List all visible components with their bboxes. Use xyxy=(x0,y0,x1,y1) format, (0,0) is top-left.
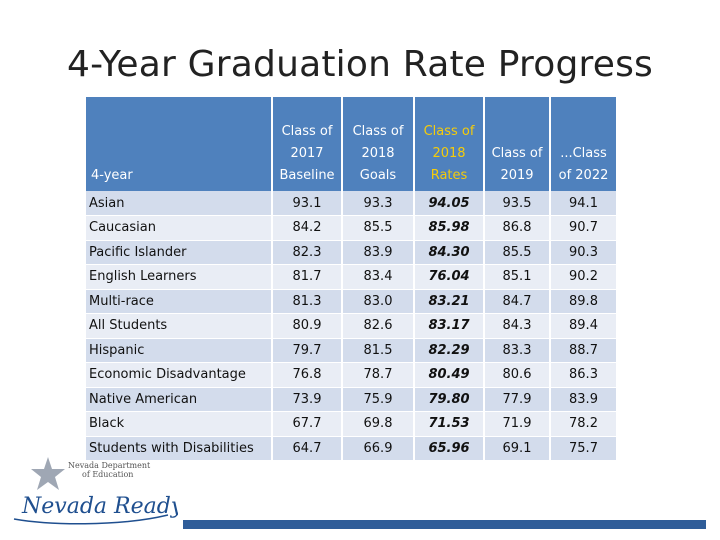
cell-goal-2018: 83.9 xyxy=(342,240,415,265)
cell-class-2019: 93.5 xyxy=(484,191,551,216)
cell-group: Caucasian xyxy=(86,215,273,241)
cell-rate-2018: 65.96 xyxy=(414,436,485,461)
table-row: Multi-race 81.3 83.0 83.21 84.7 89.8 xyxy=(86,289,616,314)
cell-class-2022: 89.4 xyxy=(550,313,616,339)
cell-group: English Learners xyxy=(86,264,273,290)
header-2017-baseline: Class of 2017 Baseline xyxy=(272,97,343,191)
cell-class-2019: 84.3 xyxy=(484,313,551,339)
header-2022: ...Class of 2022 xyxy=(550,97,616,191)
cell-rate-2018: 82.29 xyxy=(414,338,485,363)
star-icon xyxy=(31,457,65,490)
cell-group: Native American xyxy=(86,387,273,412)
cell-goal-2018: 85.5 xyxy=(342,215,415,241)
cell-group: All Students xyxy=(86,313,273,339)
cell-class-2022: 88.7 xyxy=(550,338,616,363)
cell-baseline-2017: 76.8 xyxy=(272,362,343,388)
cell-goal-2018: 93.3 xyxy=(342,191,415,216)
header-2018-rates: Class of 2018 Rates xyxy=(414,97,485,191)
table-row: Hispanic 79.7 81.5 82.29 83.3 88.7 xyxy=(86,338,616,363)
cell-class-2022: 89.8 xyxy=(550,289,616,314)
cell-class-2019: 80.6 xyxy=(484,362,551,388)
cell-class-2022: 90.3 xyxy=(550,240,616,265)
cell-class-2019: 85.5 xyxy=(484,240,551,265)
cell-group: Hispanic xyxy=(86,338,273,363)
cell-rate-2018: 85.98 xyxy=(414,215,485,241)
cell-goal-2018: 83.4 xyxy=(342,264,415,290)
table-row: English Learners 81.7 83.4 76.04 85.1 90.2 xyxy=(86,264,616,290)
cell-baseline-2017: 64.7 xyxy=(272,436,343,461)
table-row: Students with Disabilities 64.7 66.9 65.96 6… xyxy=(86,436,616,461)
cell-baseline-2017: 81.3 xyxy=(272,289,343,314)
footer-bar xyxy=(183,520,706,529)
header-group: 4-year xyxy=(86,97,273,191)
cell-class-2022: 78.2 xyxy=(550,411,616,437)
cell-class-2022: 83.9 xyxy=(550,387,616,412)
cell-baseline-2017: 93.1 xyxy=(272,191,343,216)
header-2019: Class of 2019 xyxy=(484,97,551,191)
table-row: Caucasian 84.2 85.5 85.98 86.8 90.7 xyxy=(86,215,616,241)
cell-class-2022: 90.2 xyxy=(550,264,616,290)
cell-goal-2018: 82.6 xyxy=(342,313,415,339)
cell-class-2022: 94.1 xyxy=(550,191,616,216)
cell-class-2019: 71.9 xyxy=(484,411,551,437)
graduation-rate-table: 4-year Class of 2017 Baseline Class of 2… xyxy=(86,97,616,461)
cell-goal-2018: 75.9 xyxy=(342,387,415,412)
cell-baseline-2017: 79.7 xyxy=(272,338,343,363)
table-header-row: 4-year Class of 2017 Baseline Class of 2… xyxy=(86,97,616,191)
cell-group: Black xyxy=(86,411,273,437)
cell-group: Pacific Islander xyxy=(86,240,273,265)
cell-rate-2018: 84.30 xyxy=(414,240,485,265)
cell-class-2022: 86.3 xyxy=(550,362,616,388)
logo-swoosh xyxy=(13,514,169,525)
cell-baseline-2017: 81.7 xyxy=(272,264,343,290)
table-row: Asian 93.1 93.3 94.05 93.5 94.1 xyxy=(86,191,616,216)
org-name-line1: Nevada Department xyxy=(68,461,151,470)
cell-class-2022: 75.7 xyxy=(550,436,616,461)
cell-class-2022: 90.7 xyxy=(550,215,616,241)
cell-group: Students with Disabilities xyxy=(86,436,273,461)
table-body: Asian 93.1 93.3 94.05 93.5 94.1 Caucasian 84.2 8… xyxy=(86,191,616,461)
cell-rate-2018: 76.04 xyxy=(414,264,485,290)
table-row: Native American 73.9 75.9 79.80 77.9 83.9 xyxy=(86,387,616,412)
cell-rate-2018: 79.80 xyxy=(414,387,485,412)
cell-rate-2018: 83.17 xyxy=(414,313,485,339)
cell-baseline-2017: 80.9 xyxy=(272,313,343,339)
nevada-ready-logo: Nevada Department of Education Nevada Re… xyxy=(13,457,178,525)
cell-baseline-2017: 84.2 xyxy=(272,215,343,241)
cell-class-2019: 85.1 xyxy=(484,264,551,290)
cell-goal-2018: 83.0 xyxy=(342,289,415,314)
cell-rate-2018: 71.53 xyxy=(414,411,485,437)
header-2018-goals: Class of 2018 Goals xyxy=(342,97,415,191)
page-title: 4-Year Graduation Rate Progress xyxy=(67,44,653,85)
cell-baseline-2017: 67.7 xyxy=(272,411,343,437)
cell-goal-2018: 78.7 xyxy=(342,362,415,388)
cell-class-2019: 83.3 xyxy=(484,338,551,363)
cell-goal-2018: 81.5 xyxy=(342,338,415,363)
table-row: All Students 80.9 82.6 83.17 84.3 89.4 xyxy=(86,313,616,339)
cell-goal-2018: 69.8 xyxy=(342,411,415,437)
cell-group: Economic Disadvantage xyxy=(86,362,273,388)
cell-group: Multi-race xyxy=(86,289,273,314)
cell-rate-2018: 94.05 xyxy=(414,191,485,216)
cell-class-2019: 77.9 xyxy=(484,387,551,412)
cell-class-2019: 69.1 xyxy=(484,436,551,461)
cell-class-2019: 84.7 xyxy=(484,289,551,314)
cell-baseline-2017: 82.3 xyxy=(272,240,343,265)
cell-group: Asian xyxy=(86,191,273,216)
table-row: Economic Disadvantage 76.8 78.7 80.49 80.6 86… xyxy=(86,362,616,388)
logo-wordmark: Nevada Ready! xyxy=(21,494,178,519)
cell-class-2019: 86.8 xyxy=(484,215,551,241)
org-name-line2: of Education xyxy=(82,470,133,479)
cell-baseline-2017: 73.9 xyxy=(272,387,343,412)
table-row: Black 67.7 69.8 71.53 71.9 78.2 xyxy=(86,411,616,437)
cell-goal-2018: 66.9 xyxy=(342,436,415,461)
cell-rate-2018: 80.49 xyxy=(414,362,485,388)
table-row: Pacific Islander 82.3 83.9 84.30 85.5 90.3 xyxy=(86,240,616,265)
cell-rate-2018: 83.21 xyxy=(414,289,485,314)
